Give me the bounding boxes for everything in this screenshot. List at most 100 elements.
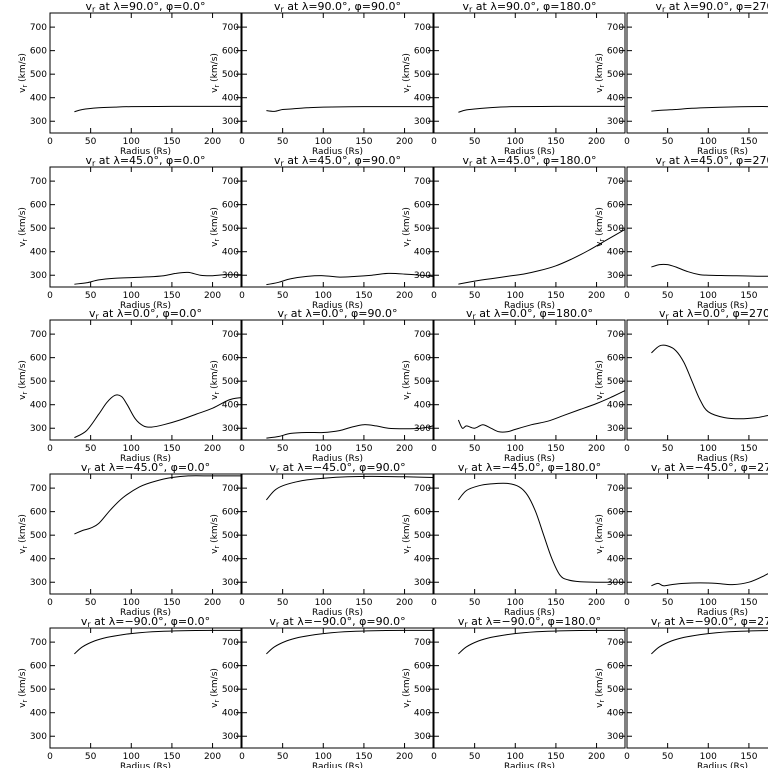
plot-frame [626,166,768,288]
x-tick-label: 150 [547,752,564,762]
series-line [74,394,242,439]
y-tick-label: 400 [607,555,624,565]
x-tick-label: 100 [700,752,717,762]
plot-frame [49,166,242,288]
y-tick-label: 300 [222,732,239,742]
y-axis-label: vr (km/s) [595,360,606,400]
series-line [458,105,625,113]
plot-frame [433,319,626,441]
x-tick-label: 150 [547,444,564,454]
series-line [266,629,434,655]
subplot-4-2: vr at λ=−45.0°, φ=90.0°0 50 100 150 20030040… [210,461,434,618]
y-tick-label: 400 [414,555,431,565]
subplot-1-1: vr at λ=90.0°, φ=0.0°0 50 100 150 2003004005… [18,0,242,157]
x-axis-label: Radius (Rs) [697,147,748,157]
x-axis-label: Radius (Rs) [120,608,171,618]
y-tick-label: 600 [607,47,624,57]
x-tick-label: 150 [740,137,757,147]
subplot-title: vr at λ=0.0°, φ=90.0° [277,307,397,321]
x-tick-label: 200 [588,137,605,147]
y-tick-label: 600 [222,508,239,518]
x-axis-label: Radius (Rs) [697,608,748,618]
series-line [651,263,768,277]
y-axis-label: vr (km/s) [402,668,413,708]
x-tick-label: 150 [547,598,564,608]
y-tick-label: 300 [30,271,47,281]
x-tick-label: 100 [123,444,140,454]
subplot-3-3: vr at λ=0.0°, φ=180.0°0 50 100 150 200300400… [402,307,626,464]
y-tick-label: 300 [414,271,431,281]
subplot-title: vr at λ=−45.0°, φ=180.0° [458,461,601,475]
subplot-4-4: vr at λ=−45.0°, φ=270.0°0501001502003004… [595,461,768,618]
x-tick-label: 100 [315,444,332,454]
y-tick-label: 600 [222,201,239,211]
y-tick-label: 600 [30,201,47,211]
series-line [266,475,434,501]
subplot-title: vr at λ=−90.0°, φ=270.0° [651,615,768,629]
x-axis-label: Radius (Rs) [697,301,748,311]
y-tick-label: 600 [30,662,47,672]
x-tick-label: 100 [123,752,140,762]
y-tick-label: 500 [414,531,431,541]
plot-frame [241,12,434,134]
y-tick-label: 400 [414,248,431,258]
plot-frame [433,473,626,595]
plot-frame [241,166,434,288]
x-tick-label: 100 [123,598,140,608]
y-tick-label: 500 [30,70,47,80]
x-tick-label: 0 [239,137,245,147]
y-tick-label: 300 [30,424,47,434]
y-tick-label: 400 [607,94,624,104]
x-tick-label: 50 [469,598,481,608]
x-tick-label: 150 [355,598,372,608]
plot-frame [626,319,768,441]
y-tick-label: 400 [222,401,239,411]
subplot-5-3: vr at λ=−90.0°, φ=180.0°0 50 100 150 2003004… [402,615,626,768]
y-tick-label: 400 [222,709,239,719]
y-tick-label: 400 [414,709,431,719]
y-tick-label: 700 [607,638,624,648]
y-tick-label: 700 [607,177,624,187]
y-tick-label: 500 [30,224,47,234]
y-tick-label: 600 [30,508,47,518]
subplot-title: vr at λ=45.0°, φ=0.0° [85,154,205,168]
y-tick-label: 300 [607,578,624,588]
x-tick-label: 0 [239,598,245,608]
y-tick-label: 500 [607,685,624,695]
plot-frame [433,166,626,288]
y-tick-label: 400 [30,709,47,719]
x-tick-label: 200 [396,598,413,608]
subplot-3-2: vr at λ=0.0°, φ=90.0°0 50 100 150 2003004005… [210,307,434,464]
series-line [74,105,241,113]
x-tick-label: 150 [355,752,372,762]
y-tick-label: 300 [607,271,624,281]
x-tick-label: 150 [740,444,757,454]
x-tick-label: 50 [277,291,289,301]
x-tick-label: 50 [277,137,289,147]
x-tick-label: 200 [396,752,413,762]
x-tick-label: 0 [239,444,245,454]
x-axis-label: Radius (Rs) [697,454,748,464]
x-axis-label: Radius (Rs) [312,147,363,157]
x-tick-label: 200 [204,137,221,147]
x-axis-label: Radius (Rs) [120,301,171,311]
x-tick-label: 0 [47,444,53,454]
plot-frame [49,627,242,749]
subplot-title: vr at λ=−45.0°, φ=90.0° [269,461,405,475]
x-axis-label: Radius (Rs) [504,454,555,464]
series-line [651,344,768,420]
y-tick-label: 600 [414,201,431,211]
x-tick-label: 100 [507,137,524,147]
x-tick-label: 50 [85,291,97,301]
y-tick-label: 400 [414,401,431,411]
y-tick-label: 500 [414,685,431,695]
y-tick-label: 700 [222,484,239,494]
x-tick-label: 100 [315,291,332,301]
y-tick-label: 300 [222,271,239,281]
x-tick-label: 150 [355,137,372,147]
x-tick-label: 50 [469,137,481,147]
x-tick-label: 200 [396,137,413,147]
subplot-title: vr at λ=0.0°, φ=270.0° [659,307,768,321]
subplot-3-1: vr at λ=0.0°, φ=0.0°0 50 100 150 20030040050… [18,307,242,464]
y-axis-label: vr (km/s) [18,207,29,247]
